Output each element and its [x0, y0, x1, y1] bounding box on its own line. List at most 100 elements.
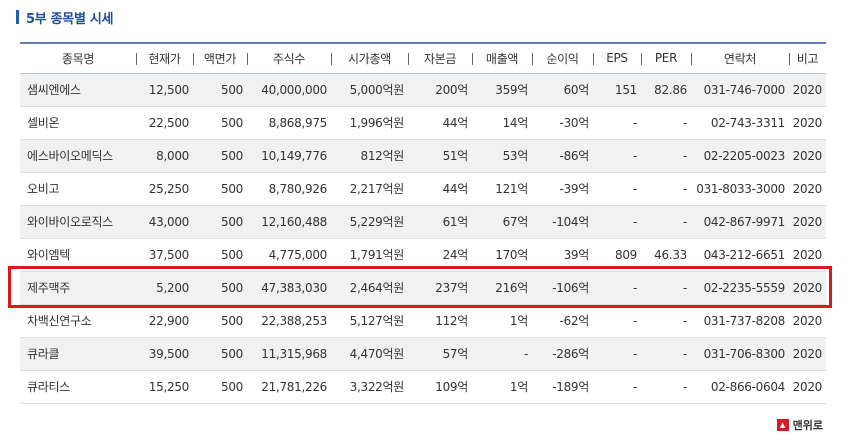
table-row-highlighted: 제주맥주 5,200 500 47,383,030 2,464억원 237억 2…: [20, 271, 826, 305]
cell-note: 2020: [789, 73, 826, 107]
table-row: 에스바이오메딕스 8,000 500 10,149,776 812억원 51억 …: [20, 139, 826, 173]
col-header: PER: [641, 42, 691, 74]
cell-shares: 40,000,000: [247, 73, 331, 107]
cell-name: 큐라티스: [20, 370, 136, 404]
cell-name: 셀비온: [20, 106, 136, 140]
table-row: 셀비온 22,500 500 8,868,975 1,996억원 44억 14억…: [20, 106, 826, 140]
table-row: 와이엠텍 37,500 500 4,775,000 1,791억원 24억 17…: [20, 238, 826, 272]
highlight-box: [8, 266, 832, 308]
section-title: 5부 종목별 시세: [16, 8, 114, 27]
cell-profit: -106억: [532, 271, 593, 305]
col-header: 순이익: [532, 42, 593, 74]
cell-capital: 44억: [408, 106, 472, 140]
cell-mcap: 5,000억원: [331, 73, 408, 107]
cell-sales: 67억: [472, 205, 532, 239]
cell-capital: 109억: [408, 370, 472, 404]
cell-contact: 031-737-8208: [691, 304, 789, 338]
col-header: 주식수: [247, 42, 331, 74]
cell-par: 500: [193, 271, 247, 305]
cell-capital: 51억: [408, 139, 472, 173]
cell-per: -: [641, 337, 691, 371]
cell-price: 39,500: [136, 337, 193, 371]
cell-note: 2020: [789, 172, 826, 206]
cell-per: -: [641, 106, 691, 140]
table-row: 큐라클 39,500 500 11,315,968 4,470억원 57억 - …: [20, 337, 826, 371]
cell-contact: 02-2235-5559: [691, 271, 789, 305]
cell-per: 46.33: [641, 238, 691, 272]
cell-note: 2020: [789, 370, 826, 404]
cell-price: 15,250: [136, 370, 193, 404]
cell-profit: -104억: [532, 205, 593, 239]
col-header: EPS: [593, 42, 641, 74]
cell-contact: 02-2205-0023: [691, 139, 789, 173]
cell-name: 오비고: [20, 172, 136, 206]
cell-profit: 39억: [532, 238, 593, 272]
cell-eps: -: [593, 337, 641, 371]
cell-profit: -39억: [532, 172, 593, 206]
cell-contact: 02-866-0604: [691, 370, 789, 404]
table-row: 와이바이오로직스 43,000 500 12,160,488 5,229억원 6…: [20, 205, 826, 239]
col-header: 현재가: [136, 42, 193, 74]
cell-eps: -: [593, 304, 641, 338]
table-row: 오비고 25,250 500 8,780,926 2,217억원 44억 121…: [20, 172, 826, 206]
cell-contact: 043-212-6651: [691, 238, 789, 272]
cell-mcap: 1,996억원: [331, 106, 408, 140]
cell-sales: 1억: [472, 370, 532, 404]
cell-sales: 359억: [472, 73, 532, 107]
cell-shares: 10,149,776: [247, 139, 331, 173]
cell-price: 12,500: [136, 73, 193, 107]
up-arrow-icon: ▲: [776, 419, 789, 431]
cell-shares: 47,383,030: [247, 271, 331, 305]
cell-eps: 151: [593, 73, 641, 107]
cell-shares: 8,868,975: [247, 106, 331, 140]
table-row: 샘씨엔에스 12,500 500 40,000,000 5,000억원 200억…: [20, 73, 826, 107]
cell-mcap: 4,470억원: [331, 337, 408, 371]
cell-sales: 121억: [472, 172, 532, 206]
table-row: 차백신연구소 22,900 500 22,388,253 5,127억원 112…: [20, 304, 826, 338]
cell-mcap: 5,229억원: [331, 205, 408, 239]
cell-note: 2020: [789, 271, 826, 305]
section-title-text: 5부 종목별 시세: [26, 11, 114, 27]
cell-capital: 44억: [408, 172, 472, 206]
title-bar-marker: [16, 10, 19, 24]
cell-par: 500: [193, 106, 247, 140]
cell-eps: 809: [593, 238, 641, 272]
table-row: 큐라티스 15,250 500 21,781,226 3,322억원 109억 …: [20, 370, 826, 404]
cell-sales: 170억: [472, 238, 532, 272]
cell-mcap: 812억원: [331, 139, 408, 173]
back-to-top-link[interactable]: ▲ 맨위로: [776, 417, 823, 433]
cell-par: 500: [193, 73, 247, 107]
cell-name: 와이바이오로직스: [20, 205, 136, 239]
table-header-row: 종목명 현재가 액면가 주식수 시가총액 자본금 매출액 순이익 EPS PER…: [20, 42, 826, 74]
cell-par: 500: [193, 205, 247, 239]
cell-price: 8,000: [136, 139, 193, 173]
back-to-top-label: 맨위로: [792, 419, 823, 432]
cell-per: 82.86: [641, 73, 691, 107]
cell-capital: 112억: [408, 304, 472, 338]
col-header: 자본금: [408, 42, 472, 74]
cell-contact: 042-867-9971: [691, 205, 789, 239]
cell-note: 2020: [789, 238, 826, 272]
cell-profit: -286억: [532, 337, 593, 371]
cell-eps: -: [593, 106, 641, 140]
cell-par: 500: [193, 172, 247, 206]
cell-profit: -189억: [532, 370, 593, 404]
cell-name: 제주맥주: [20, 271, 136, 305]
stock-price-table: 종목명 현재가 액면가 주식수 시가총액 자본금 매출액 순이익 EPS PER…: [20, 42, 826, 404]
col-header: 비고: [789, 42, 826, 74]
cell-price: 43,000: [136, 205, 193, 239]
cell-note: 2020: [789, 139, 826, 173]
cell-shares: 8,780,926: [247, 172, 331, 206]
cell-contact: 031-8033-3000: [691, 172, 789, 206]
cell-profit: 60억: [532, 73, 593, 107]
cell-shares: 12,160,488: [247, 205, 331, 239]
cell-profit: -86억: [532, 139, 593, 173]
cell-name: 와이엠텍: [20, 238, 136, 272]
cell-shares: 11,315,968: [247, 337, 331, 371]
cell-name: 샘씨엔에스: [20, 73, 136, 107]
cell-note: 2020: [789, 337, 826, 371]
cell-per: -: [641, 172, 691, 206]
cell-price: 25,250: [136, 172, 193, 206]
cell-mcap: 3,322억원: [331, 370, 408, 404]
col-header: 매출액: [472, 42, 532, 74]
